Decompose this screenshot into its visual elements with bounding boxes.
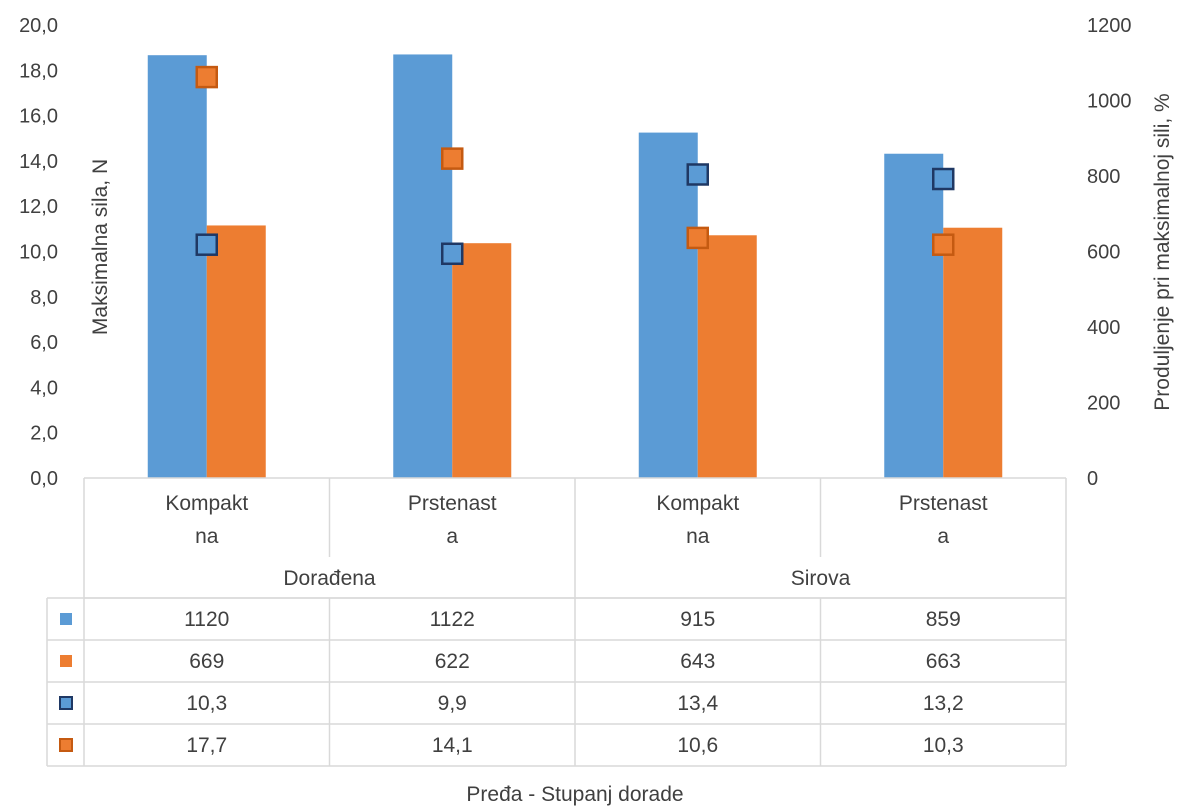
data-table-cells: 1120 1122 915 859 669 622 643 663 10,3 9,9 13,4 13,… [184, 608, 964, 757]
marker-series3-cat3 [686, 163, 709, 186]
legend-key-series3 [59, 696, 73, 710]
group-labels: Dorađena Sirova [283, 567, 850, 590]
right-tick-label: 1000 [1087, 91, 1132, 113]
marker-series4-cat4 [932, 233, 955, 256]
bar-series2-cat1 [206, 225, 266, 478]
left-axis-ticks: 0,0 2,0 4,0 6,0 8,0 10,0 12,0 14,0 16,0 18,0 20,0 [19, 15, 58, 490]
data-table-grid [46, 477, 1067, 767]
category-label-line2: a [937, 525, 949, 548]
bar-series2-cat3 [697, 235, 757, 478]
category-label-line2: na [686, 525, 710, 548]
category-label-line1: Kompakt [656, 492, 739, 515]
left-tick-label: 20,0 [19, 15, 58, 37]
bar-series1-cat3 [638, 132, 698, 478]
table-cell-value: 13,4 [677, 692, 718, 715]
group-label: Dorađena [283, 567, 376, 590]
marker-series4-cat3 [686, 226, 709, 250]
table-cell-value: 1120 [184, 608, 229, 631]
marker-series3-cat4 [932, 167, 955, 191]
x-axis-title: Pređa - Stupanj dorade [466, 783, 683, 806]
left-tick-label: 10,0 [19, 242, 58, 264]
marker-series4-cat2 [441, 147, 464, 170]
left-tick-label: 14,0 [19, 151, 58, 173]
legend-key-series1 [60, 613, 72, 625]
table-cell-value: 915 [680, 608, 715, 631]
table-cell-value: 663 [926, 650, 961, 673]
left-tick-label: 8,0 [30, 287, 58, 309]
bar-series1-cat2 [393, 54, 453, 478]
marker-series3-cat1 [195, 233, 218, 256]
table-cell-value: 643 [680, 650, 715, 673]
marker-series3-cat2 [441, 242, 464, 266]
category-label-line1: Kompakt [165, 492, 248, 515]
bar-series2-cat2 [452, 243, 512, 478]
right-tick-label: 1200 [1087, 15, 1132, 37]
table-cell-value: 13,2 [923, 692, 964, 715]
bars-layer [147, 54, 1003, 479]
category-label-line2: a [446, 525, 458, 548]
right-tick-label: 0 [1087, 468, 1098, 490]
left-tick-label: 18,0 [19, 60, 58, 82]
category-label-line1: Prstenast [408, 492, 497, 515]
bar-series1-cat1 [147, 55, 207, 478]
table-cell-value: 10,6 [677, 734, 718, 757]
bar-series2-cat4 [943, 227, 1003, 478]
table-cell-value: 10,3 [186, 692, 227, 715]
table-cell-value: 14,1 [432, 734, 473, 757]
markers-layer [195, 65, 955, 266]
right-tick-label: 200 [1087, 393, 1120, 415]
table-cell-value: 1122 [430, 608, 475, 631]
right-tick-label: 800 [1087, 166, 1120, 188]
left-axis-title: Maksimalna sila, N [89, 159, 112, 335]
bar-series1-cat4 [884, 153, 944, 479]
left-tick-label: 4,0 [30, 377, 58, 399]
left-tick-label: 6,0 [30, 332, 58, 354]
right-axis-title: Produljenje pri maksimalnoj sili, % [1151, 93, 1174, 410]
category-labels: Kompakt na Prstenast a Kompakt na Prstenast a [165, 492, 987, 548]
right-axis-ticks: 0 200 400 600 800 1000 1200 [1087, 15, 1132, 490]
category-label-line2: na [195, 525, 219, 548]
table-cell-value: 669 [189, 650, 224, 673]
legend-key-series2 [60, 655, 72, 667]
right-tick-label: 600 [1087, 242, 1120, 264]
table-cell-value: 622 [435, 650, 470, 673]
legend-keys [59, 613, 73, 752]
marker-series4-cat1 [195, 65, 218, 89]
left-tick-label: 0,0 [30, 468, 58, 490]
table-cell-value: 859 [926, 608, 961, 631]
table-cell-value: 10,3 [923, 734, 964, 757]
table-cell-value: 17,7 [186, 734, 227, 757]
group-label: Sirova [791, 567, 851, 590]
right-tick-label: 400 [1087, 317, 1120, 339]
left-tick-label: 2,0 [30, 423, 58, 445]
legend-key-series4 [59, 738, 73, 752]
table-cell-value: 9,9 [438, 692, 467, 715]
category-label-line1: Prstenast [899, 492, 988, 515]
left-tick-label: 16,0 [19, 106, 58, 128]
left-tick-label: 12,0 [19, 196, 58, 218]
